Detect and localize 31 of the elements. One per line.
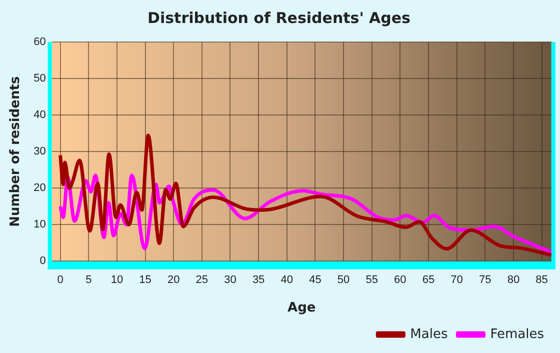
- x-tick-label: 85: [536, 274, 548, 286]
- line-series: [58, 134, 552, 257]
- legend-label: Males: [410, 326, 448, 342]
- x-tick-label: 70: [450, 274, 463, 286]
- x-tick-label: 30: [224, 274, 236, 286]
- x-tick-label: 60: [394, 274, 406, 286]
- legend-label: Females: [490, 326, 544, 342]
- y-tick-label: 20: [34, 182, 46, 194]
- x-tick-label: 75: [479, 274, 492, 286]
- y-tick-label: 40: [34, 109, 46, 122]
- y-tick-label: 50: [34, 72, 46, 85]
- y-tick-label: 0: [40, 255, 46, 268]
- x-axis-title: Age: [288, 300, 316, 316]
- y-axis-title: Number of residents: [8, 76, 24, 227]
- x-tick-label: 65: [422, 274, 435, 286]
- x-tick-label: 5: [86, 274, 92, 286]
- x-tick-label: 50: [337, 274, 350, 286]
- x-tick-label: 40: [280, 274, 294, 286]
- x-tick-label: 55: [366, 274, 378, 286]
- chart-title: Distribution of Residents' Ages: [148, 8, 411, 27]
- y-tick-label: 10: [34, 218, 46, 231]
- x-tick-label: 25: [196, 274, 208, 286]
- x-tick-label: 20: [167, 274, 180, 286]
- y-tick-label: 60: [34, 36, 46, 48]
- y-tick-label: 30: [34, 146, 46, 158]
- x-tick-label: 0: [57, 274, 64, 286]
- x-tick-label: 80: [507, 274, 520, 286]
- x-tick-label: 35: [252, 274, 265, 286]
- x-tick-label: 45: [309, 274, 322, 286]
- x-tick-label: 15: [139, 274, 152, 286]
- x-tick-label: 10: [110, 274, 124, 286]
